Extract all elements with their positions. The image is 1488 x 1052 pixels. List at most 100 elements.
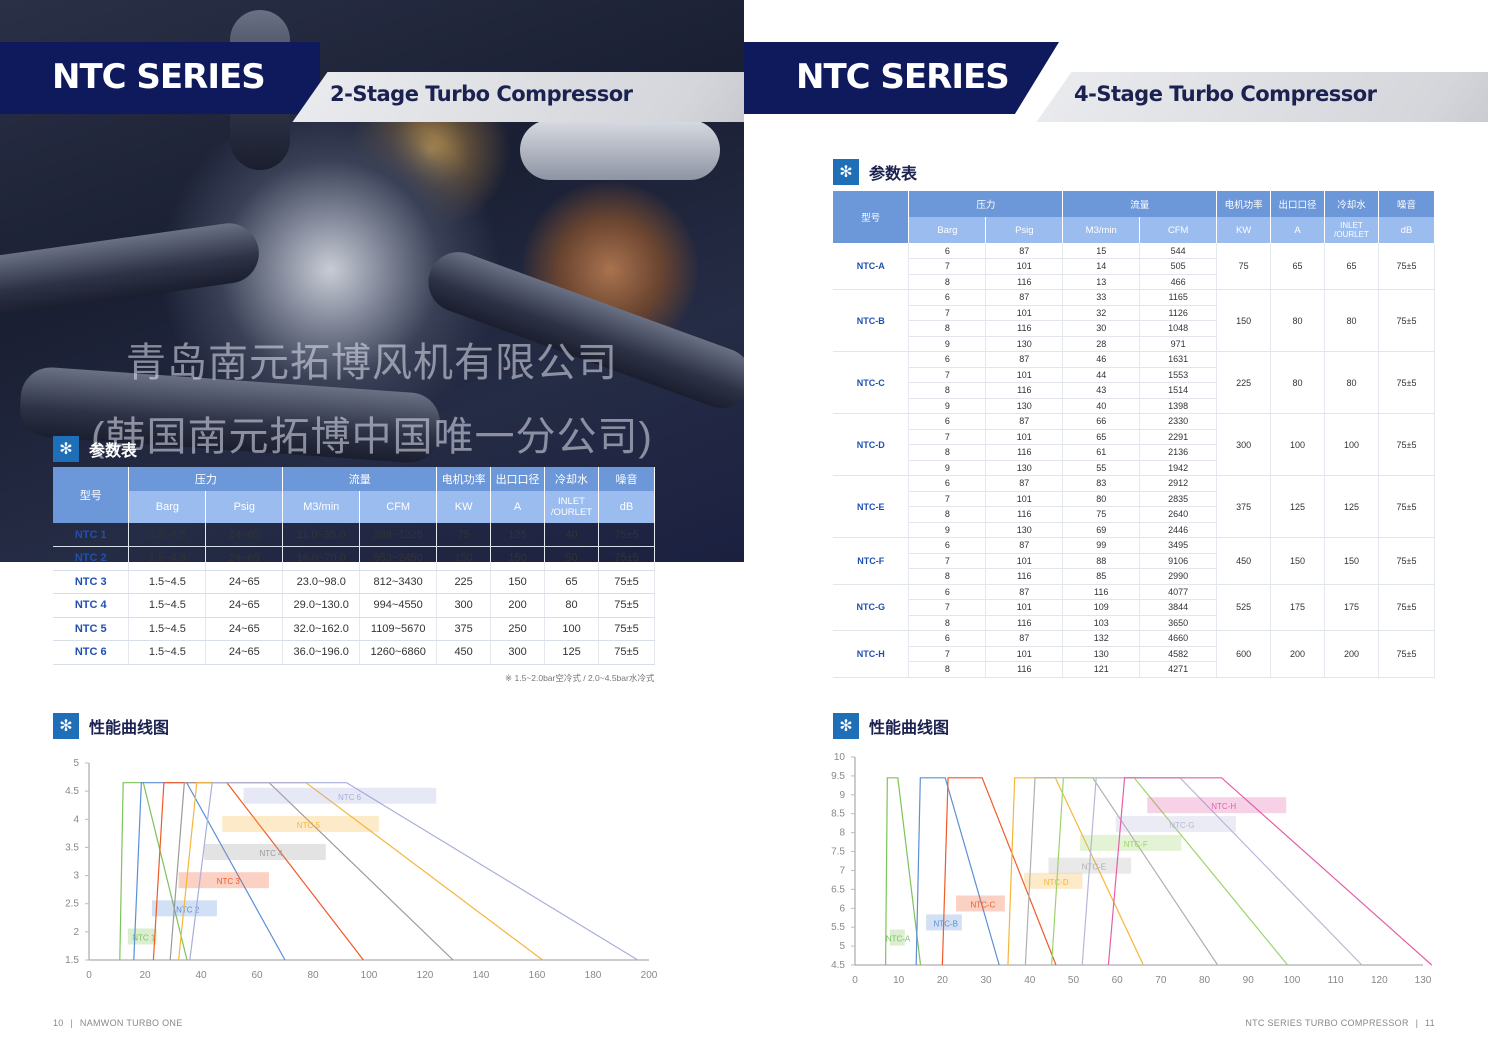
table-cell: 200	[490, 593, 546, 618]
y-tick-label: 4.5	[831, 960, 845, 971]
table-cell: 40	[1062, 398, 1141, 414]
table-cell: 9	[908, 460, 987, 476]
col-sub: KW	[1216, 217, 1272, 243]
table-cell: 101	[985, 367, 1064, 383]
table-cell: 87	[985, 630, 1064, 647]
table-cell: 101	[985, 429, 1064, 445]
table-cell: 3650	[1139, 615, 1218, 631]
table-cell: 116	[985, 274, 1064, 290]
col-sub: dB	[598, 491, 655, 523]
col-sub: KW	[436, 491, 492, 523]
table-row: 8 116 43 1514	[833, 382, 1435, 399]
series-band	[1079, 834, 1182, 851]
table-cell: 8	[908, 382, 987, 399]
table-cell: 14	[1062, 258, 1141, 275]
table-cell: 85	[1062, 568, 1141, 585]
x-tick-label: 80	[307, 970, 319, 981]
series-band	[243, 787, 437, 804]
table-cell: 450	[436, 640, 492, 665]
params-section-title: ✻ 参数表	[53, 436, 137, 462]
table-cell: 8	[908, 274, 987, 290]
table-cell: 87	[985, 351, 1064, 368]
table-cell: 116	[985, 444, 1064, 461]
x-tick-label: 10	[893, 975, 905, 986]
y-tick-label: 9.5	[831, 771, 845, 782]
col-sub: A	[490, 491, 546, 523]
col-sub: dB	[1378, 217, 1436, 243]
table-cell: 29.0~130.0	[282, 593, 361, 618]
table-cell: 553~2450	[359, 546, 438, 571]
table-row: 7 101 44 1553	[833, 367, 1435, 383]
y-tick-label: 5.5	[831, 922, 845, 933]
perf-title-text: 性能曲线图	[89, 720, 170, 737]
col-group: 噪音	[598, 467, 655, 491]
col-group: 电机功率	[1216, 191, 1272, 217]
table-cell: 7	[908, 553, 987, 569]
series-label: NTC-C	[970, 900, 995, 909]
table-cell: 300	[436, 593, 492, 618]
x-tick-label: 120	[1371, 975, 1388, 986]
y-tick-label: 6.5	[831, 884, 845, 895]
x-tick-label: 30	[981, 975, 993, 986]
table-cell: 116	[985, 568, 1064, 585]
table-cell: 1109~5670	[359, 617, 438, 641]
series-band	[956, 895, 1005, 912]
fan-icon: ✻	[833, 713, 859, 739]
x-tick-label: 20	[139, 970, 151, 981]
table-row: NTC 1 1.5~4.5 24~65 11.0~35.0 388~1225 75 125 4…	[53, 523, 655, 547]
table-row: NTC-F 6 87 99 3495 450 150 150 75±5	[833, 537, 1436, 585]
table-cell: 375	[1216, 475, 1272, 538]
table-cell: 109	[1062, 599, 1141, 616]
table-row: 8 116 85 2990	[833, 568, 1435, 585]
table-cell: 75±5	[1378, 351, 1436, 414]
x-tick-label: 0	[852, 975, 858, 986]
table-cell: 69	[1062, 522, 1141, 538]
model-cell: NTC-C	[833, 351, 910, 414]
table-cell: 8	[908, 506, 987, 523]
table-cell: 75±5	[1378, 475, 1436, 538]
table-cell: 44	[1062, 367, 1141, 383]
curve-1	[915, 777, 1000, 966]
table-row: 8 116 30 1048	[833, 320, 1435, 337]
table-cell: 75	[1216, 243, 1272, 290]
table-cell: 225	[1216, 351, 1272, 414]
table-body: NTC-A 6 87 15 544 75 65 65 75±5 7 101 14 505 8 116 13 46…	[833, 243, 1436, 678]
y-tick-label: 8.5	[831, 809, 845, 820]
table-cell: 28	[1062, 336, 1141, 352]
table-cell: 32	[1062, 305, 1141, 321]
table-cell: 116	[985, 506, 1064, 523]
col-sub: Barg	[908, 217, 987, 243]
table-row: NTC 2 1.5~4.5 24~65 16.0~70.0 553~2450 150 150…	[53, 546, 655, 571]
table-cell: 75±5	[1378, 413, 1436, 476]
series-title: NTC SERIES	[52, 57, 266, 97]
x-tick-label: 50	[1068, 975, 1080, 986]
table-row: 8 116 103 3650	[833, 615, 1435, 631]
table-cell: 450	[1216, 537, 1272, 585]
table-cell: 8	[908, 661, 987, 678]
model-cell: NTC 1	[53, 523, 130, 547]
table-cell: 1165	[1139, 289, 1218, 306]
table-cell: 150	[490, 570, 546, 594]
table-cell: 116	[985, 661, 1064, 678]
y-tick-label: 2.5	[65, 899, 79, 910]
table-cell: 1553	[1139, 367, 1218, 383]
table-cell: 101	[985, 305, 1064, 321]
model-cell: NTC 5	[53, 617, 130, 641]
table-cell: 2446	[1139, 522, 1218, 538]
model-cell: NTC-F	[833, 537, 910, 585]
table-row: NTC 5 1.5~4.5 24~65 32.0~162.0 1109~5670 375 2…	[53, 617, 655, 641]
x-tick-label: 110	[1328, 975, 1344, 986]
table-cell: 125	[490, 523, 546, 547]
table-cell: 75	[436, 523, 492, 547]
table-cell: 2330	[1139, 413, 1218, 430]
table-cell: 15	[1062, 243, 1141, 259]
table-cell: 116	[985, 615, 1064, 631]
table-cell: 1260~6860	[359, 640, 438, 665]
table-cell: 24~65	[205, 640, 284, 665]
col-group: 电机功率	[436, 467, 492, 491]
col-model: 型号	[833, 191, 910, 243]
table-cell: 971	[1139, 336, 1218, 352]
table-cell: 101	[985, 599, 1064, 616]
table-cell: 150	[1324, 537, 1379, 585]
watermark-line1: 青岛南元拓博风机有限公司	[126, 341, 618, 385]
